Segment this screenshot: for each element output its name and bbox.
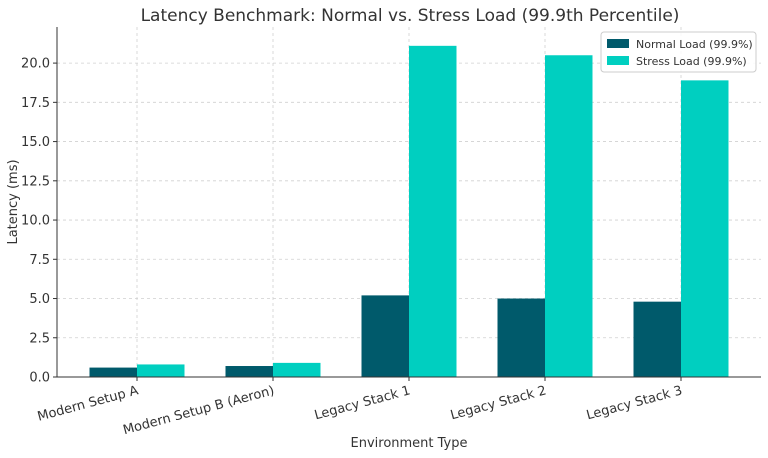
chart-title: Latency Benchmark: Normal vs. Stress Loa… — [141, 6, 680, 26]
legend-swatch — [607, 56, 629, 65]
bars — [89, 45, 729, 378]
bar-normal — [89, 367, 137, 377]
bar-normal — [361, 295, 409, 377]
bar-stress — [409, 45, 457, 378]
x-tick-label: Modern Setup B (Aeron) — [121, 383, 276, 438]
x-axis-label: Environment Type — [351, 436, 468, 451]
legend-box — [600, 31, 757, 73]
y-tick-label: 17.5 — [21, 96, 50, 111]
x-tick-label: Legacy Stack 2 — [449, 383, 548, 423]
x-tick-label: Legacy Stack 1 — [313, 383, 412, 423]
bar-normal — [225, 366, 273, 377]
bar-stress — [137, 364, 185, 377]
y-tick-labels: 0.0 2.5 5.0 7.5 10.0 12.5 15.0 17.5 20.0 — [21, 57, 50, 386]
legend-label: Normal Load (99.9%) — [636, 38, 753, 51]
y-tick-label: 12.5 — [21, 174, 50, 189]
bar-stress — [273, 362, 321, 377]
bar-normal — [497, 298, 545, 377]
y-tick-label: 7.5 — [29, 253, 50, 268]
y-tick-label: 0.0 — [29, 371, 50, 386]
y-tick-label: 2.5 — [29, 331, 50, 346]
y-tick-label: 15.0 — [21, 135, 50, 150]
y-tick-label: 20.0 — [21, 57, 50, 72]
x-tick-label: Modern Setup A — [36, 383, 140, 424]
y-tick-label: 10.0 — [21, 214, 50, 229]
x-tick-label: Legacy Stack 3 — [585, 383, 684, 423]
y-axis-label: Latency (ms) — [6, 159, 21, 244]
axes — [53, 27, 761, 381]
y-tick-label: 5.0 — [29, 292, 50, 307]
legend-label: Stress Load (99.9%) — [636, 55, 747, 68]
legend: Normal Load (99.9%) Stress Load (99.9%) — [600, 31, 757, 73]
bar-stress — [545, 55, 593, 377]
bar-stress — [681, 80, 729, 378]
legend-swatch — [607, 39, 629, 48]
bar-normal — [633, 301, 681, 377]
